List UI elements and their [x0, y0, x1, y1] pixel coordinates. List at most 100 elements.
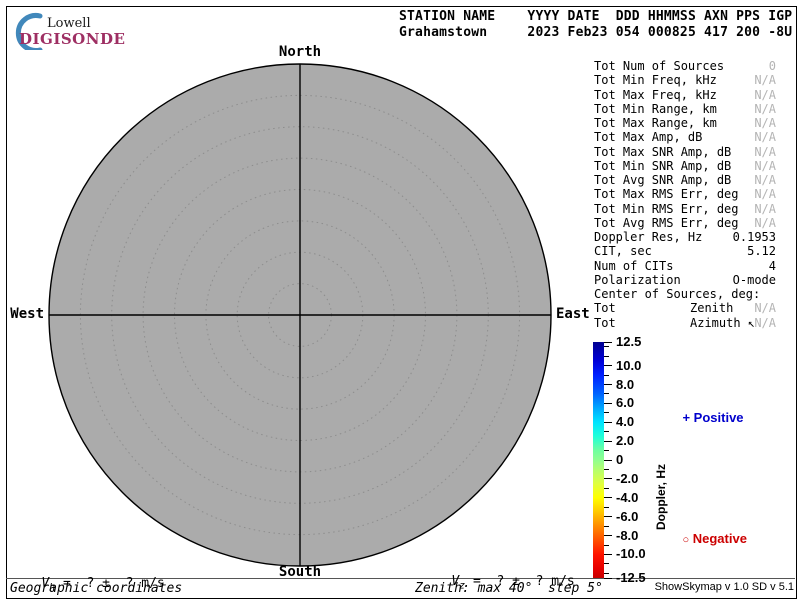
info-row: Tot Max Amp, dB N/A	[594, 130, 776, 144]
info-row: Tot Max RMS Err, deg N/A	[594, 187, 776, 201]
colorbar-tick	[604, 450, 609, 452]
compass-south-label: South	[278, 564, 322, 580]
info-row-value: N/A	[754, 301, 776, 316]
info-row: Tot Max SNR Amp, dB N/A	[594, 145, 776, 159]
info-row-value: N/A	[754, 215, 776, 230]
circle-marker-icon: ○	[682, 534, 690, 546]
logo-digisonde-text: DIGISONDE	[19, 30, 126, 48]
info-row: Center of Sources, deg:	[594, 287, 776, 301]
info-row-value: N/A	[754, 173, 776, 187]
info-row-value: N/A	[754, 315, 776, 330]
info-row-label: Tot Max RMS Err, deg	[594, 187, 739, 202]
colorbar-tick	[604, 497, 612, 499]
colorbar-tick-label: 8.0	[616, 376, 635, 392]
info-row: Tot Avg SNR Amp, dB N/A	[594, 173, 776, 187]
colorbar-tick-label: -12.5	[616, 570, 646, 585]
info-row-label: Tot Avg SNR Amp, dB	[594, 173, 732, 187]
info-row-label: Tot Min Range, km	[594, 101, 717, 116]
negative-label: Negative	[692, 531, 747, 546]
info-row-label: Doppler Res, Hz	[594, 230, 703, 244]
info-row: Tot Num of Sources 0	[594, 59, 776, 73]
vertical-velocity-readout: Vz = ? ± ? m/s	[420, 559, 575, 600]
lowell-crescent-icon	[15, 13, 43, 50]
colorbar-tick	[604, 421, 612, 423]
info-row-label: Tot Max Amp, dB	[594, 130, 703, 145]
plus-marker-icon: +	[682, 410, 691, 425]
colorbar-tick-label: 10.0	[616, 357, 642, 373]
info-row-label: Tot Max Range, km	[594, 116, 717, 130]
vh-subscript: h	[49, 582, 56, 594]
info-row-label: Tot Max SNR Amp, dB	[594, 144, 732, 159]
info-row-value: N/A	[754, 187, 776, 202]
colorbar-tick	[604, 563, 609, 565]
colorbar-tick	[604, 374, 609, 376]
positive-doppler-legend: + Positive	[668, 395, 744, 440]
vh-value: = ? ± ? m/s	[63, 576, 165, 591]
info-row-label: Tot	[594, 315, 616, 330]
colorbar-tick	[604, 402, 612, 404]
info-row: Tot Max Range, km N/A	[594, 116, 776, 130]
info-row-value: N/A	[754, 116, 776, 130]
colorbar-tick	[604, 572, 609, 574]
info-row-value: 4	[768, 258, 776, 273]
colorbar-tick	[604, 384, 612, 385]
colorbar-tick	[604, 431, 609, 433]
negative-doppler-legend: ○ Negative	[668, 516, 747, 561]
vz-subscript: z	[459, 580, 466, 592]
colorbar-tick	[604, 525, 609, 527]
info-row-label: Tot Num of Sources	[594, 59, 725, 73]
info-row-label: Tot Min RMS Err, deg	[594, 201, 739, 216]
colorbar-tick-label: -4.0	[616, 489, 639, 505]
info-row: Num of CITs 4	[594, 259, 776, 273]
colorbar-tick-label: -6.0	[616, 508, 639, 524]
colorbar-tick	[604, 506, 609, 508]
horizontal-velocity-readout: Vh = ? ± ? m/s	[10, 561, 165, 600]
colorbar-tick-label: -2.0	[616, 470, 639, 486]
info-row-label: Num of CITs	[594, 258, 674, 273]
colorbar-tick	[604, 468, 609, 470]
header-columns: STATION NAME YYYY DATE DDD HHMMSS AXN PP…	[399, 9, 793, 24]
info-row: Tot Max Freq, kHz N/A	[594, 88, 776, 102]
colorbar-tick-label: 0	[616, 452, 624, 467]
colorbar-tick	[604, 393, 609, 395]
header-station-values: Grahamstown 2023 Feb23 054 000825 417 20…	[399, 25, 793, 40]
info-row-value: N/A	[754, 158, 776, 173]
info-row: Polarization O-mode	[594, 273, 776, 287]
logo-lowell-text: Lowell	[47, 16, 91, 31]
info-row-label: Tot Max Freq, kHz	[594, 87, 717, 102]
info-panel: Tot Num of Sources 0 Tot Min Freq, kHz N/A T…	[594, 59, 776, 330]
info-row-midlabel: Zenith	[690, 301, 734, 316]
info-row-label: Tot Min SNR Amp, dB	[594, 158, 732, 173]
colorbar-tick	[604, 577, 612, 579]
info-row-value: N/A	[754, 144, 776, 159]
colorbar-tick	[604, 487, 609, 489]
colorbar-tick	[604, 553, 612, 555]
doppler-colorbar-title: Doppler, Hz	[654, 463, 668, 531]
colorbar-tick	[604, 478, 612, 480]
vh-symbol: V	[41, 576, 50, 591]
info-row-value: N/A	[754, 87, 776, 102]
colorbar-tick-label: 4.0	[616, 414, 635, 430]
colorbar-tick	[604, 516, 612, 518]
info-row: Doppler Res, Hz 0.1953	[594, 230, 776, 244]
positive-label: Positive	[693, 410, 744, 425]
info-row-value: N/A	[754, 201, 776, 216]
colorbar-tick-label: 6.0	[616, 395, 635, 411]
info-row-value: 0	[768, 59, 776, 73]
vz-value: = ? ± ? m/s	[473, 574, 575, 589]
colorbar-tick	[604, 440, 612, 442]
colorbar-tick-label: 12.5	[616, 334, 642, 349]
info-row: CIT, sec 5.12	[594, 244, 776, 258]
info-row-label: Center of Sources, deg:	[594, 287, 761, 301]
info-row-label: Tot Avg RMS Err, deg	[594, 215, 739, 230]
colorbar-tick-label: 2.0	[616, 433, 635, 449]
colorbar-tick-label: -8.0	[616, 527, 639, 543]
info-row: Tot Avg RMS Err, deg N/A	[594, 216, 776, 230]
colorbar-tick	[604, 365, 612, 367]
colorbar-tick	[604, 544, 609, 546]
info-row-value: N/A	[754, 130, 776, 145]
colorbar-tick	[604, 412, 609, 414]
colorbar-tick	[604, 346, 609, 348]
